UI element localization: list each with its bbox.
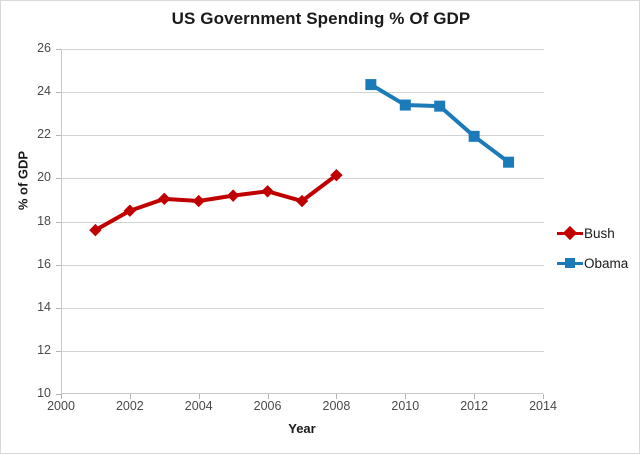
y-tick-label: 14 <box>37 299 51 314</box>
gridline <box>62 49 544 50</box>
y-tick-mark <box>56 264 61 266</box>
y-tick-mark <box>56 135 61 137</box>
legend-label-bush: Bush <box>584 225 615 241</box>
x-tick-mark <box>267 394 269 399</box>
gridline <box>62 350 544 352</box>
diamond-marker-icon <box>562 225 578 241</box>
legend-item-obama[interactable]: Obama <box>557 252 639 274</box>
legend-item-bush[interactable]: Bush <box>557 222 639 244</box>
y-tick-mark <box>56 49 61 50</box>
y-tick-label: 12 <box>37 342 51 357</box>
x-tick-label: 2014 <box>529 399 557 413</box>
gridline <box>62 135 544 137</box>
y-tick-mark <box>56 307 61 309</box>
x-tick-mark <box>405 394 407 399</box>
gridline <box>62 264 544 266</box>
x-tick-label: 2006 <box>253 399 282 413</box>
gridline <box>62 221 544 223</box>
x-tick-mark <box>543 394 544 399</box>
legend-swatch-obama <box>557 256 583 270</box>
x-axis-title: Year <box>288 421 316 436</box>
gridline <box>62 307 544 309</box>
y-tick-mark <box>56 350 61 352</box>
x-tick-mark <box>61 394 62 399</box>
x-tick-label: 2012 <box>460 399 489 413</box>
y-tick-label: 16 <box>37 256 51 271</box>
y-tick-mark <box>56 178 61 180</box>
gridline <box>62 178 544 180</box>
y-tick-mark <box>56 221 61 223</box>
plot-area <box>61 49 544 394</box>
y-tick-label: 24 <box>37 84 51 99</box>
x-tick-mark <box>474 394 476 399</box>
y-tick-label: 20 <box>37 170 51 185</box>
chart-legend: Bush Obama <box>557 222 639 282</box>
y-tick-mark <box>56 92 61 94</box>
x-tick-label: 2008 <box>322 399 351 413</box>
y-tick-label: 22 <box>37 127 51 142</box>
y-tick-label: 26 <box>37 41 51 55</box>
x-tick-label: 2010 <box>391 399 420 413</box>
y-tick-label: 10 <box>37 386 51 400</box>
legend-label-obama: Obama <box>584 255 629 271</box>
x-tick-label: 2000 <box>47 399 75 413</box>
y-tick-mark <box>56 394 61 395</box>
x-tick-label: 2002 <box>115 399 144 413</box>
gridline <box>62 92 544 94</box>
x-tick-mark <box>336 394 338 399</box>
x-tick-mark <box>129 394 131 399</box>
y-tick-label: 18 <box>37 213 51 228</box>
x-tick-label: 2004 <box>184 399 213 413</box>
square-marker-icon <box>565 258 575 268</box>
x-tick-mark <box>198 394 200 399</box>
chart-title: US Government Spending % Of GDP <box>171 9 471 28</box>
legend-swatch-bush <box>557 225 583 241</box>
